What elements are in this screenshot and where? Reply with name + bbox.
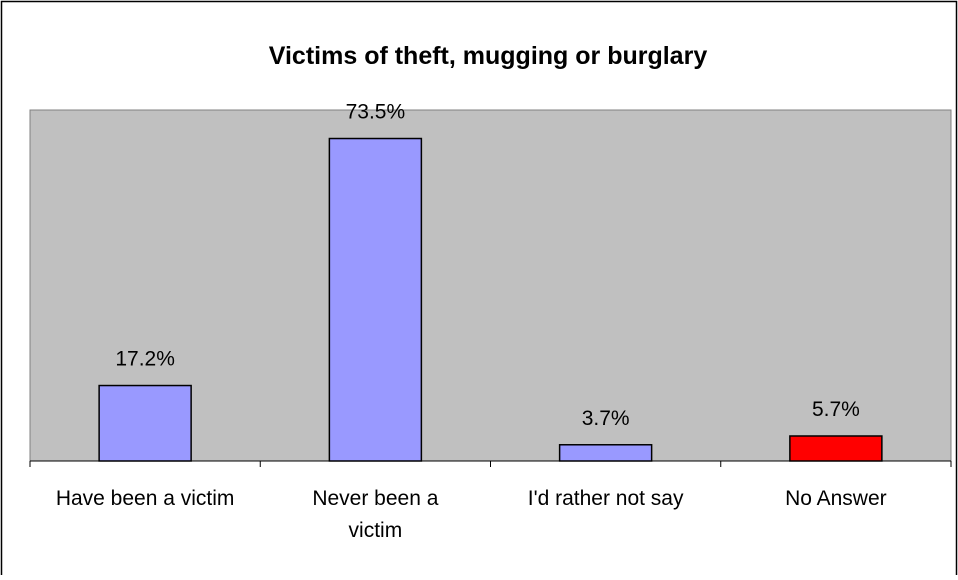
chart-title: Victims of theft, mugging or burglary: [269, 42, 708, 70]
x-tick-label-1: Never been a victim: [312, 487, 438, 542]
bar-0: [98, 384, 192, 462]
bar-3: [789, 435, 883, 462]
x-tick-label-0: Have been a victim: [56, 487, 235, 510]
data-label-1: 73.5%: [346, 101, 406, 124]
data-label-2: 3.7%: [582, 407, 630, 430]
bar-1: [328, 137, 423, 462]
data-label-0: 17.2%: [115, 348, 175, 371]
x-tick-label-3: No Answer: [785, 487, 887, 510]
bar-2: [558, 444, 653, 462]
x-tick-label-2: I'd rather not say: [528, 487, 684, 510]
data-label-3: 5.7%: [812, 398, 860, 421]
